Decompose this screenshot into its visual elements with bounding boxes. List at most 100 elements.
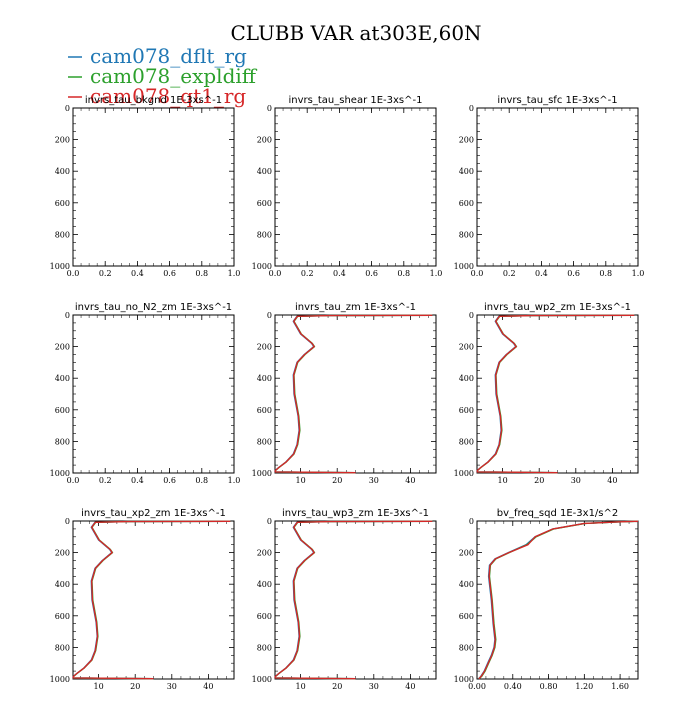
series-line-3 (275, 521, 432, 678)
y-tick-label: 200 (55, 549, 70, 558)
panel-title: invrs_tau_sfc 1E-3xs^-1 (497, 95, 617, 106)
panel-title: invrs_tau_no_N2_zm 1E-3xs^-1 (75, 302, 232, 313)
panel-title: invrs_tau_wp3_zm 1E-3xs^-1 (282, 508, 429, 519)
y-tick-label: 200 (257, 343, 272, 352)
x-tick-label: 1.0 (632, 269, 645, 278)
y-tick-label: 400 (257, 167, 272, 176)
figure-title: CLUBB VAR at303E,60N (230, 21, 481, 45)
series-line-3 (477, 315, 634, 472)
x-tick-label: 0.4 (333, 269, 346, 278)
plot-frame (477, 521, 638, 679)
y-tick-label: 1000 (454, 469, 474, 478)
y-tick-label: 0 (469, 104, 474, 113)
y-tick-label: 400 (257, 580, 272, 589)
y-tick-label: 600 (55, 199, 70, 208)
x-tick-label: 40 (405, 682, 415, 691)
plot-frame (73, 521, 234, 679)
x-tick-label: 0.0 (67, 269, 80, 278)
series-line-2 (479, 521, 638, 678)
chart-panel-2: invrs_tau_shear 1E-3xs^-1 0 200 400 600 800 10… (252, 95, 443, 278)
x-tick-label: 0.00 (468, 682, 486, 691)
panel-title: invrs_tau_xp2_zm 1E-3xs^-1 (81, 508, 226, 519)
chart-panel-6: invrs_tau_wp2_zm 1E-3xs^-102004006008001… (454, 302, 638, 485)
x-tick-label: 0.6 (567, 269, 580, 278)
x-tick-label: 1.20 (575, 682, 593, 691)
series-line-3 (73, 521, 230, 678)
x-tick-label: 30 (571, 476, 581, 485)
y-tick-label: 200 (257, 136, 272, 145)
y-tick-label: 600 (459, 199, 474, 208)
y-tick-label: 800 (257, 230, 272, 239)
y-tick-label: 800 (257, 437, 272, 446)
y-tick-label: 800 (55, 230, 70, 239)
y-tick-label: 400 (257, 374, 272, 383)
y-tick-label: 400 (459, 167, 474, 176)
x-tick-label: 0.6 (163, 476, 176, 485)
series-line-2 (73, 521, 230, 678)
y-tick-label: 0 (65, 517, 70, 526)
y-tick-label: 800 (257, 643, 272, 652)
y-tick-label: 0 (469, 311, 474, 320)
series-line-1 (275, 315, 432, 472)
plot-frame (477, 315, 638, 473)
y-tick-label: 600 (459, 406, 474, 415)
x-tick-label: 0.8 (195, 269, 208, 278)
y-tick-label: 400 (459, 580, 474, 589)
y-tick-label: 200 (459, 136, 474, 145)
x-tick-label: 0.6 (163, 269, 176, 278)
y-tick-label: 600 (257, 406, 272, 415)
y-tick-label: 200 (257, 549, 272, 558)
x-tick-label: 0.2 (503, 269, 516, 278)
chart-panel-8: invrs_tau_wp3_zm 1E-3xs^-1 0 200 400 600 800 1… (252, 508, 436, 691)
panel-title: invrs_tau_bkgnd 1E-3xs^-1 (85, 95, 222, 106)
x-tick-label: 40 (607, 476, 617, 485)
x-tick-label: 10 (94, 682, 104, 691)
y-tick-label: 600 (257, 612, 272, 621)
x-tick-label: 0.2 (99, 476, 112, 485)
x-tick-label: 0.0 (269, 269, 282, 278)
x-tick-label: 0.4 (535, 269, 548, 278)
plot-frame (275, 521, 436, 679)
y-tick-label: 600 (257, 199, 272, 208)
series-line-3 (275, 315, 432, 472)
y-tick-label: 200 (459, 343, 474, 352)
x-tick-label: 1.0 (430, 269, 443, 278)
panels: invrs_tau_bkgnd 1E-3xs^-1020040060080010… (50, 95, 645, 691)
x-tick-label: 0.2 (99, 269, 112, 278)
series-line-2 (275, 315, 432, 472)
y-tick-label: 200 (55, 343, 70, 352)
chart-panel-7: invrs_tau_xp2_zm 1E-3xs^-102004006008001… (50, 508, 234, 691)
x-tick-label: 1.0 (228, 269, 241, 278)
x-tick-label: 0.80 (540, 682, 558, 691)
x-tick-label: 10 (498, 476, 508, 485)
x-tick-label: 20 (332, 682, 342, 691)
series-line-1 (275, 521, 432, 678)
plot-frame (477, 108, 638, 266)
x-tick-label: 20 (130, 682, 140, 691)
panel-title: invrs_tau_zm 1E-3xs^-1 (295, 302, 416, 313)
x-tick-label: 0.0 (67, 476, 80, 485)
x-tick-label: 30 (167, 682, 177, 691)
series-line-1 (73, 521, 230, 678)
x-tick-label: 0.4 (131, 269, 144, 278)
y-tick-label: 0 (267, 517, 272, 526)
x-tick-label: 0.2 (301, 269, 314, 278)
chart-panel-3: invrs_tau_sfc 1E-3xs^-1 0 200 400 600 800 1000… (454, 95, 645, 278)
x-tick-label: 0.40 (504, 682, 522, 691)
y-tick-label: 200 (459, 549, 474, 558)
x-tick-label: 20 (332, 476, 342, 485)
x-tick-label: 30 (369, 682, 379, 691)
x-tick-label: 40 (405, 476, 415, 485)
x-tick-label: 20 (534, 476, 544, 485)
plot-frame (275, 315, 436, 473)
y-tick-label: 400 (55, 167, 70, 176)
x-tick-label: 0.4 (131, 476, 144, 485)
chart-panel-4: invrs_tau_no_N2_zm 1E-3xs^-1 0 200 400 600 80… (50, 302, 241, 485)
y-tick-label: 1000 (252, 675, 272, 684)
y-tick-label: 1000 (50, 675, 70, 684)
x-tick-label: 0.6 (365, 269, 378, 278)
x-tick-label: 40 (203, 682, 213, 691)
x-tick-label: 10 (296, 476, 306, 485)
series-line-1 (479, 521, 638, 678)
